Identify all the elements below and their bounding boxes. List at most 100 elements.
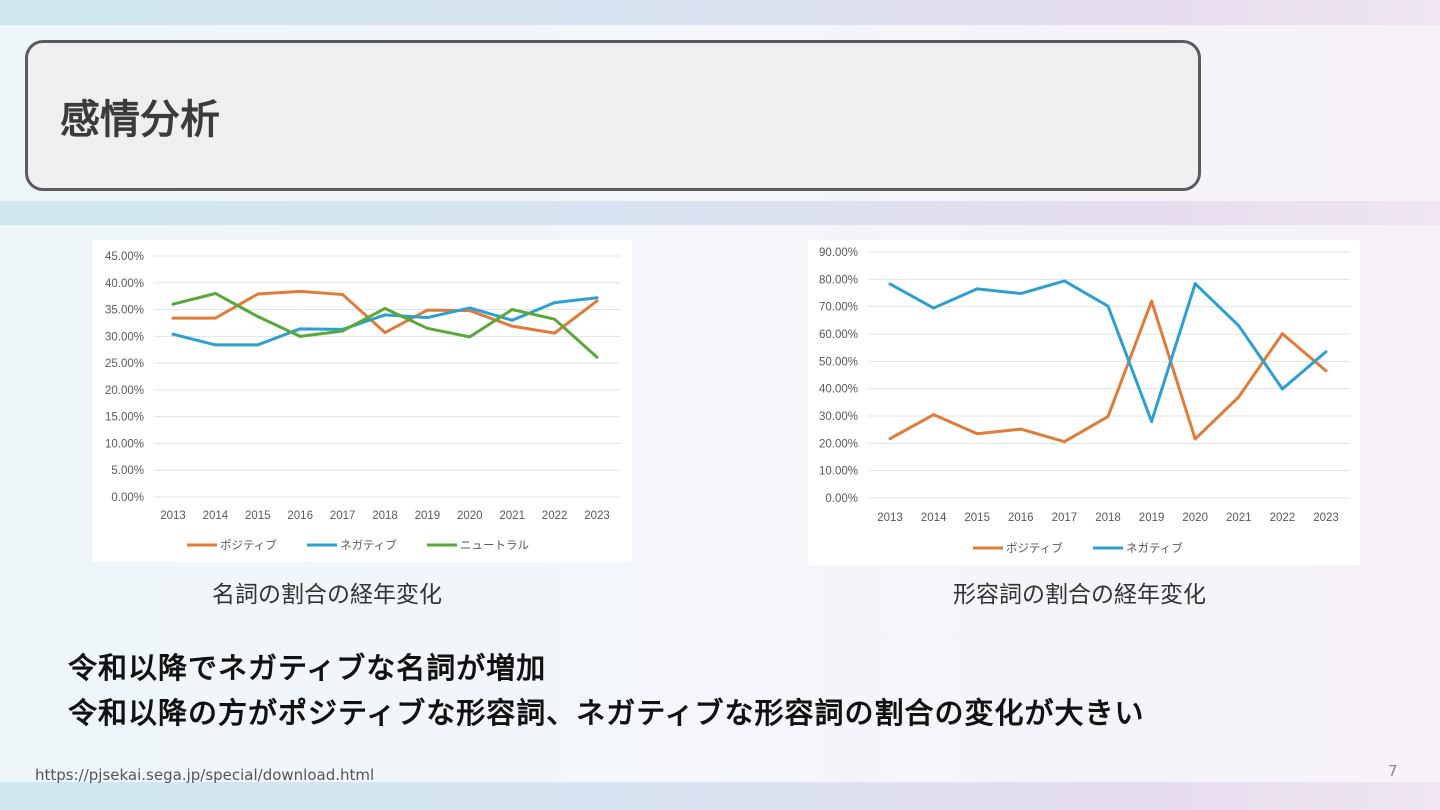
x-tick-label: 2019 xyxy=(1139,512,1165,524)
x-tick-label: 2016 xyxy=(287,510,313,522)
x-tick-label: 2015 xyxy=(245,510,271,522)
conclusion-1: 令和以降でネガティブな名詞が増加 xyxy=(68,651,547,685)
y-tick-label: 30.00% xyxy=(105,331,144,343)
legend-label: ポジティブ xyxy=(220,538,277,552)
middle-band xyxy=(0,201,1440,225)
data-point xyxy=(1280,387,1284,391)
legend-label: ネガティブ xyxy=(1126,541,1183,555)
x-tick-label: 2014 xyxy=(203,510,229,522)
data-point xyxy=(468,306,472,310)
data-point xyxy=(256,343,260,347)
y-tick-label: 20.00% xyxy=(105,385,144,397)
bottom-band xyxy=(0,782,1440,810)
conclusion-2: 令和以降の方がポジティブな形容詞、ネガティブな形容詞の割合の変化が大きい xyxy=(68,696,1145,730)
y-tick-label: 15.00% xyxy=(105,412,144,424)
title-box: 感情分析 xyxy=(25,40,1201,191)
adjective-chart-caption: 形容詞の割合の経年変化 xyxy=(953,582,1206,608)
data-point xyxy=(213,343,217,347)
x-tick-label: 2023 xyxy=(584,510,610,522)
data-point xyxy=(171,302,175,306)
x-tick-label: 2015 xyxy=(964,512,990,524)
x-tick-label: 2013 xyxy=(877,512,903,524)
x-tick-label: 2018 xyxy=(372,510,398,522)
x-tick-label: 2020 xyxy=(457,510,483,522)
noun-chart-caption: 名詞の割合の経年変化 xyxy=(212,582,442,608)
data-point xyxy=(595,299,599,303)
data-point xyxy=(1062,279,1066,283)
x-tick-label: 2013 xyxy=(160,510,186,522)
legend-label: ポジティブ xyxy=(1006,541,1063,555)
data-point xyxy=(553,317,557,321)
x-tick-label: 2016 xyxy=(1008,512,1034,524)
data-point xyxy=(932,306,936,310)
data-point xyxy=(213,291,217,295)
adjective-chart: 0.00% 10.00% 20.00% 30.00% 40.00% 50.00% 60.00… xyxy=(808,240,1360,565)
y-tick-label: 80.00% xyxy=(819,274,858,286)
data-point xyxy=(425,316,429,320)
data-point xyxy=(1193,437,1197,441)
data-point xyxy=(1280,332,1284,336)
data-point xyxy=(256,315,260,319)
data-point xyxy=(1019,292,1023,296)
x-tick-label: 2019 xyxy=(415,510,441,522)
y-tick-label: 90.00% xyxy=(819,247,858,259)
data-point xyxy=(975,432,979,436)
data-point xyxy=(975,287,979,291)
data-point xyxy=(1062,440,1066,444)
data-point xyxy=(1324,369,1328,373)
data-point xyxy=(341,329,345,333)
data-point xyxy=(510,318,514,322)
data-point xyxy=(425,326,429,330)
source-url[interactable]: https://pjsekai.sega.jp/special/download… xyxy=(35,766,375,784)
data-point xyxy=(171,316,175,320)
data-point xyxy=(383,313,387,317)
data-point xyxy=(383,306,387,310)
data-point xyxy=(1019,427,1023,431)
data-point xyxy=(1237,324,1241,328)
y-tick-label: 40.00% xyxy=(105,278,144,290)
y-tick-label: 5.00% xyxy=(111,465,144,477)
x-tick-label: 2023 xyxy=(1313,512,1339,524)
y-tick-label: 25.00% xyxy=(105,358,144,370)
data-point xyxy=(1237,395,1241,399)
y-tick-label: 40.00% xyxy=(819,384,858,396)
x-tick-label: 2021 xyxy=(499,510,525,522)
legend-label: ネガティブ xyxy=(340,538,397,552)
data-point xyxy=(888,437,892,441)
data-point xyxy=(510,308,514,312)
data-point xyxy=(595,355,599,359)
series-line-2 xyxy=(172,291,599,359)
slide-title: 感情分析 xyxy=(60,97,220,143)
data-point xyxy=(932,413,936,417)
x-tick-label: 2022 xyxy=(542,510,568,522)
data-point xyxy=(1106,304,1110,308)
x-tick-label: 2021 xyxy=(1226,512,1252,524)
data-point xyxy=(256,292,260,296)
data-point xyxy=(468,309,472,313)
data-point xyxy=(510,324,514,328)
data-point xyxy=(1106,415,1110,419)
y-tick-label: 0.00% xyxy=(825,493,858,505)
data-point xyxy=(1150,299,1154,303)
x-tick-label: 2017 xyxy=(330,510,356,522)
data-point xyxy=(553,331,557,335)
x-tick-label: 2018 xyxy=(1095,512,1121,524)
data-point xyxy=(341,293,345,297)
x-tick-label: 2020 xyxy=(1182,512,1208,524)
x-tick-label: 2017 xyxy=(1052,512,1078,524)
y-tick-label: 45.00% xyxy=(105,251,144,263)
data-point xyxy=(298,334,302,338)
data-point xyxy=(1324,350,1328,354)
data-point xyxy=(1150,419,1154,423)
series-line-1 xyxy=(889,279,1327,423)
y-tick-label: 70.00% xyxy=(819,302,858,314)
series-line-0 xyxy=(889,299,1327,444)
y-tick-label: 60.00% xyxy=(819,329,858,341)
y-tick-label: 35.00% xyxy=(105,305,144,317)
y-tick-label: 0.00% xyxy=(111,492,144,504)
data-point xyxy=(595,296,599,300)
data-point xyxy=(171,332,175,336)
data-point xyxy=(1193,282,1197,286)
y-tick-label: 50.00% xyxy=(819,356,858,368)
y-tick-label: 30.00% xyxy=(819,411,858,423)
